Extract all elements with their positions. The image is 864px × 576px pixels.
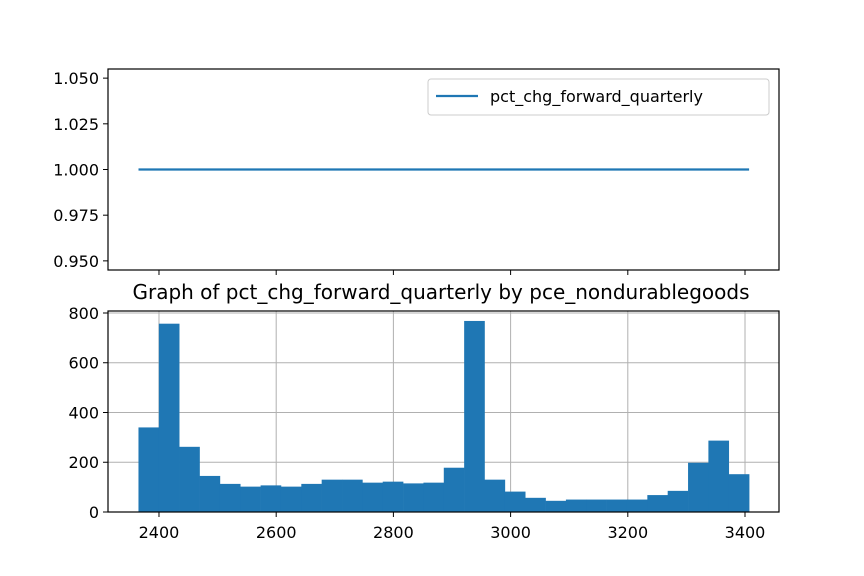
histogram-bar xyxy=(464,320,485,512)
histogram-bar xyxy=(647,495,668,512)
bottom-y-tick-label: 0 xyxy=(89,503,99,522)
histogram-bar xyxy=(504,491,526,512)
legend: pct_chg_forward_quarterly xyxy=(427,78,770,116)
bottom-x-tick-label: 2400 xyxy=(139,523,180,542)
chart-title: Graph of pct_chg_forward_quarterly by pc… xyxy=(132,280,749,304)
top-y-tick-label: 1.050 xyxy=(53,69,99,88)
histogram-bar xyxy=(382,481,404,512)
top-plot-frame xyxy=(107,68,780,271)
top-x-axis-ticks xyxy=(158,270,746,275)
histogram-bar xyxy=(606,499,628,512)
histogram-bar xyxy=(158,323,180,512)
bottom-x-tick-label: 3400 xyxy=(725,523,766,542)
histogram-bar xyxy=(138,427,160,512)
histogram-bar xyxy=(443,467,465,512)
histogram-bar xyxy=(260,485,282,512)
histogram-bar xyxy=(565,499,587,512)
legend-label: pct_chg_forward_quarterly xyxy=(490,87,703,107)
histogram-bar xyxy=(525,497,546,512)
histogram-bar xyxy=(688,462,709,512)
legend-box xyxy=(427,78,770,116)
line-chart: 0.950 0.975 1.000 1.025 1.050 pct_chg_forwar… xyxy=(53,68,780,275)
bottom-x-tick-label: 2600 xyxy=(256,523,297,542)
histogram-bars xyxy=(138,320,750,512)
bottom-plot-frame xyxy=(107,310,780,513)
histogram-bar xyxy=(545,500,567,512)
histogram-bar xyxy=(219,483,241,512)
histogram-bar xyxy=(403,483,424,512)
histogram-bar xyxy=(280,486,302,512)
bottom-x-tick-label: 2800 xyxy=(373,523,414,542)
histogram-bar xyxy=(708,440,730,512)
histogram-bar xyxy=(586,499,607,512)
histogram-bar xyxy=(301,483,322,512)
histogram-bar xyxy=(199,475,221,512)
histogram-bar xyxy=(362,482,384,512)
bottom-y-tick-label: 200 xyxy=(68,453,99,472)
bottom-y-tick-label: 600 xyxy=(68,354,99,373)
bottom-y-tick-label: 800 xyxy=(68,304,99,323)
bottom-x-tick-label: 3200 xyxy=(607,523,648,542)
histogram-bar xyxy=(240,486,261,512)
histogram-bar xyxy=(423,482,445,512)
bottom-y-tick-label: 400 xyxy=(68,403,99,422)
histogram-bar xyxy=(667,490,689,512)
histogram-bar xyxy=(179,446,200,512)
bottom-x-tick-label: 3000 xyxy=(490,523,531,542)
histogram-bar xyxy=(728,474,750,512)
top-y-tick-label: 0.950 xyxy=(53,252,99,271)
top-y-axis-ticks: 0.950 0.975 1.000 1.025 1.050 xyxy=(53,69,108,271)
top-y-tick-label: 0.975 xyxy=(53,206,99,225)
top-y-tick-label: 1.025 xyxy=(53,115,99,134)
bottom-y-axis-ticks: 0 200 400 600 800 xyxy=(68,304,108,522)
bottom-x-axis-ticks: 2400 2600 2800 3000 3200 3400 xyxy=(139,512,766,542)
histogram-chart: 0 200 400 600 800 2400 2600 2800 3000 3200 3400 xyxy=(68,304,780,542)
histogram-bar xyxy=(342,479,363,512)
top-y-tick-label: 1.000 xyxy=(53,161,99,180)
histogram-bar xyxy=(484,479,506,512)
histogram-bar xyxy=(321,479,343,512)
histogram-bar xyxy=(626,499,648,512)
